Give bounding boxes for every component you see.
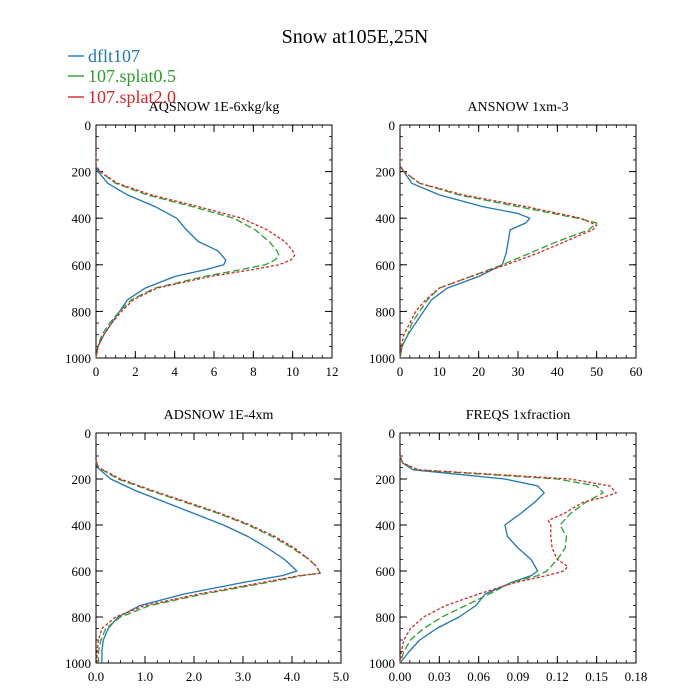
chart-panel-3: ADSNOW 1E-4xm 0.0 1.0 2.0 3.0 4.0 5.0 0 200 400 60…: [65, 408, 349, 684]
legend: dflt107 107.splat0.5 107.splat2.0: [68, 46, 176, 107]
y-tick-label: 600: [376, 564, 396, 579]
x-tick-label: 0.09: [507, 669, 530, 684]
y-tick-label: 1000: [369, 351, 395, 366]
x-tick-label: 0.15: [585, 669, 608, 684]
plot-frame: [95, 432, 342, 664]
y-tick-label: 800: [376, 304, 396, 319]
y-tick-label: 0: [85, 118, 92, 133]
series-line-107.splat2.0: [95, 460, 321, 663]
legend-label: 107.splat0.5: [88, 66, 176, 86]
chart-panel-4: FREQS 1xfraction 0.00 0.03 0.06 0.09 0.12 0.15…: [369, 408, 647, 684]
y-tick-label: 0: [389, 426, 396, 441]
x-tick-label: 0.03: [428, 669, 451, 684]
legend-entry-dflt107: dflt107: [68, 46, 140, 66]
y-tick-label: 400: [376, 211, 396, 226]
series-line-107.splat0.5: [399, 148, 598, 359]
y-tick-label: 400: [72, 518, 92, 533]
series-line-dflt107: [399, 455, 545, 664]
y-tick-label: 400: [72, 211, 92, 226]
series-line-107.splat2.0: [399, 148, 598, 359]
chart-panel-1: AQSNOW 1E-6xkg/kg 0 2 4 6 8 10 12 0 200 400 600 800 1…: [65, 100, 339, 379]
legend-label: dflt107: [88, 46, 140, 66]
y-tick-label: 0: [85, 426, 92, 441]
y-tick-label: 1000: [65, 656, 91, 671]
x-tick-label: 60: [630, 364, 643, 379]
legend-label: 107.splat2.0: [88, 87, 176, 107]
chart-title: FREQS 1xfraction: [466, 408, 571, 423]
y-tick-label: 0: [389, 118, 396, 133]
x-tick-label: 4: [171, 364, 178, 379]
chart-title: ADSNOW 1E-4xm: [164, 408, 274, 423]
x-tick-label: 2.0: [186, 669, 202, 684]
series-line-dflt107: [95, 148, 227, 359]
y-tick-label: 1000: [65, 351, 91, 366]
y-tick-label: 200: [376, 165, 396, 180]
x-tick-label: 2: [132, 364, 139, 379]
series-line-107.splat0.5: [399, 455, 604, 664]
y-tick-label: 200: [72, 165, 92, 180]
chart-title: AQSNOW 1E-6xkg/kg: [149, 100, 280, 115]
y-tick-label: 600: [72, 564, 92, 579]
series-line-107.splat2.0: [399, 455, 617, 664]
y-tick-label: 1000: [369, 656, 395, 671]
x-tick-label: 0.12: [546, 669, 569, 684]
panels: AQSNOW 1E-6xkg/kg0 2 4 6 8 10 1202004006008001…: [65, 100, 647, 684]
x-tick-label: 0.00: [389, 669, 412, 684]
y-tick-label: 800: [72, 304, 92, 319]
y-tick-label: 400: [376, 518, 396, 533]
x-tick-label: 0: [93, 364, 100, 379]
figure-title: Snow at105E,25N: [282, 26, 429, 48]
chart-panel-2: ANSNOW 1xm-30 10 20 30 40 50 60020040060080010…: [369, 100, 643, 379]
legend-entry-splat0.5: 107.splat0.5: [68, 66, 176, 86]
x-tick-label: 30: [512, 364, 525, 379]
plot-frame: [95, 124, 333, 359]
x-tick-label: 40: [551, 364, 564, 379]
legend-entry-splat2.0: 107.splat2.0: [68, 87, 176, 107]
y-tick-label: 200: [376, 472, 396, 487]
x-tick-label: 8: [250, 364, 257, 379]
x-tick-label: 10: [433, 364, 446, 379]
y-tick-label: 800: [376, 610, 396, 625]
plot-frame: [399, 124, 637, 359]
x-tick-label: 12: [326, 364, 339, 379]
x-tick-label: 10: [286, 364, 299, 379]
x-tick-label: 5.0: [333, 669, 349, 684]
x-tick-label: 0.06: [467, 669, 490, 684]
y-tick-label: 800: [72, 610, 92, 625]
x-tick-label: 50: [590, 364, 603, 379]
x-tick-label: 1.0: [137, 669, 153, 684]
x-tick-label: 20: [472, 364, 485, 379]
chart-title: ANSNOW 1xm-3: [467, 100, 568, 115]
series-line-dflt107: [399, 148, 531, 359]
y-tick-label: 600: [72, 258, 92, 273]
x-tick-label: 4.0: [284, 669, 300, 684]
x-tick-label: 0: [397, 364, 404, 379]
x-tick-label: 6: [211, 364, 218, 379]
y-tick-label: 200: [72, 472, 92, 487]
series-line-dflt107: [95, 460, 298, 663]
y-tick-label: 600: [376, 258, 396, 273]
x-tick-label: 0.18: [625, 669, 648, 684]
x-tick-label: 3.0: [235, 669, 251, 684]
series-line-107.splat0.5: [95, 148, 280, 359]
x-tick-label: 0.0: [88, 669, 104, 684]
series-line-107.splat2.0: [95, 148, 296, 359]
